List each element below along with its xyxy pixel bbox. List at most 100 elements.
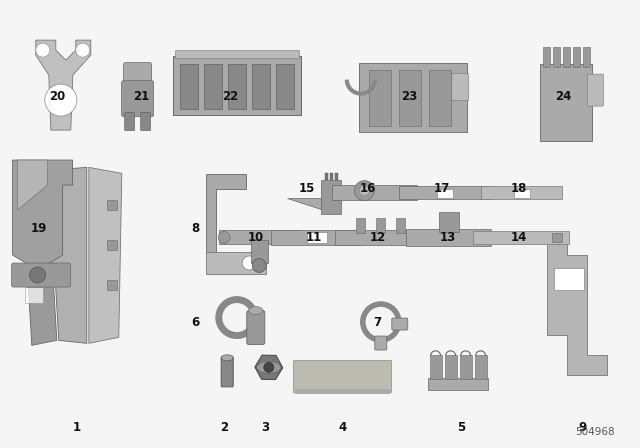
FancyBboxPatch shape <box>584 47 590 67</box>
FancyBboxPatch shape <box>376 331 386 341</box>
FancyBboxPatch shape <box>399 186 490 199</box>
FancyBboxPatch shape <box>335 172 338 180</box>
FancyBboxPatch shape <box>436 189 453 198</box>
Circle shape <box>355 181 374 201</box>
FancyBboxPatch shape <box>25 287 43 303</box>
FancyBboxPatch shape <box>473 231 569 244</box>
FancyBboxPatch shape <box>252 64 270 109</box>
FancyBboxPatch shape <box>330 172 333 180</box>
FancyBboxPatch shape <box>293 360 392 392</box>
Circle shape <box>36 43 50 57</box>
FancyBboxPatch shape <box>321 180 341 214</box>
FancyBboxPatch shape <box>399 69 421 125</box>
FancyBboxPatch shape <box>124 63 152 86</box>
FancyBboxPatch shape <box>475 355 486 379</box>
Polygon shape <box>22 170 57 345</box>
FancyBboxPatch shape <box>125 112 134 131</box>
FancyBboxPatch shape <box>12 263 70 287</box>
FancyBboxPatch shape <box>540 64 593 141</box>
FancyBboxPatch shape <box>376 218 385 233</box>
FancyBboxPatch shape <box>452 73 468 101</box>
FancyBboxPatch shape <box>251 240 268 263</box>
FancyBboxPatch shape <box>141 112 150 131</box>
Text: 9: 9 <box>579 421 586 435</box>
FancyBboxPatch shape <box>543 47 550 67</box>
Polygon shape <box>206 174 246 254</box>
Polygon shape <box>36 40 91 130</box>
Polygon shape <box>17 160 47 210</box>
FancyBboxPatch shape <box>228 64 246 109</box>
Circle shape <box>76 43 90 57</box>
FancyBboxPatch shape <box>396 218 405 233</box>
FancyBboxPatch shape <box>247 310 265 345</box>
FancyBboxPatch shape <box>375 336 387 350</box>
Text: 12: 12 <box>369 231 386 244</box>
Circle shape <box>360 185 369 196</box>
FancyBboxPatch shape <box>307 233 327 243</box>
FancyBboxPatch shape <box>406 229 490 246</box>
FancyBboxPatch shape <box>107 200 116 211</box>
Text: 20: 20 <box>49 90 66 103</box>
Text: 5: 5 <box>457 421 465 435</box>
FancyBboxPatch shape <box>204 64 222 109</box>
Text: 23: 23 <box>401 90 418 103</box>
FancyBboxPatch shape <box>513 189 529 198</box>
Polygon shape <box>13 160 72 270</box>
FancyBboxPatch shape <box>481 186 562 199</box>
Circle shape <box>264 362 274 372</box>
Text: 13: 13 <box>440 231 456 244</box>
FancyBboxPatch shape <box>563 47 570 67</box>
Circle shape <box>29 267 45 283</box>
FancyBboxPatch shape <box>439 212 459 233</box>
FancyBboxPatch shape <box>25 247 43 263</box>
FancyBboxPatch shape <box>173 56 301 115</box>
FancyBboxPatch shape <box>345 233 355 242</box>
Text: 17: 17 <box>433 181 450 195</box>
Text: 10: 10 <box>248 231 264 244</box>
Text: 7: 7 <box>374 316 381 329</box>
FancyBboxPatch shape <box>296 389 390 394</box>
Text: 22: 22 <box>222 90 239 103</box>
FancyBboxPatch shape <box>325 172 328 180</box>
Text: 24: 24 <box>555 90 572 103</box>
Text: 504968: 504968 <box>575 427 614 437</box>
FancyBboxPatch shape <box>359 63 467 132</box>
Text: 21: 21 <box>132 90 149 103</box>
Text: 16: 16 <box>360 181 376 195</box>
FancyBboxPatch shape <box>175 50 299 58</box>
FancyBboxPatch shape <box>392 318 408 330</box>
Polygon shape <box>206 252 266 274</box>
Text: 3: 3 <box>262 421 269 435</box>
FancyBboxPatch shape <box>25 207 43 224</box>
Circle shape <box>252 258 266 272</box>
FancyBboxPatch shape <box>445 355 456 379</box>
Text: 8: 8 <box>191 222 199 235</box>
FancyBboxPatch shape <box>219 230 300 244</box>
Ellipse shape <box>249 306 263 314</box>
Circle shape <box>242 256 256 270</box>
FancyBboxPatch shape <box>429 355 442 379</box>
Text: 11: 11 <box>305 231 322 244</box>
Text: 18: 18 <box>510 181 527 195</box>
Polygon shape <box>89 168 122 343</box>
FancyBboxPatch shape <box>552 233 562 242</box>
Polygon shape <box>547 235 607 375</box>
FancyBboxPatch shape <box>271 230 362 245</box>
FancyBboxPatch shape <box>460 355 472 379</box>
FancyBboxPatch shape <box>107 241 116 250</box>
Text: 2: 2 <box>220 421 228 435</box>
FancyBboxPatch shape <box>356 218 365 233</box>
Text: 14: 14 <box>510 231 527 244</box>
FancyBboxPatch shape <box>554 268 584 290</box>
Polygon shape <box>287 198 327 211</box>
FancyBboxPatch shape <box>332 185 417 200</box>
FancyBboxPatch shape <box>276 64 294 109</box>
Text: 1: 1 <box>73 421 81 435</box>
FancyBboxPatch shape <box>335 230 426 245</box>
Text: 4: 4 <box>339 421 346 435</box>
FancyBboxPatch shape <box>369 69 391 125</box>
FancyBboxPatch shape <box>107 280 116 290</box>
Text: 6: 6 <box>191 316 199 329</box>
Ellipse shape <box>221 355 233 361</box>
FancyBboxPatch shape <box>428 378 488 390</box>
